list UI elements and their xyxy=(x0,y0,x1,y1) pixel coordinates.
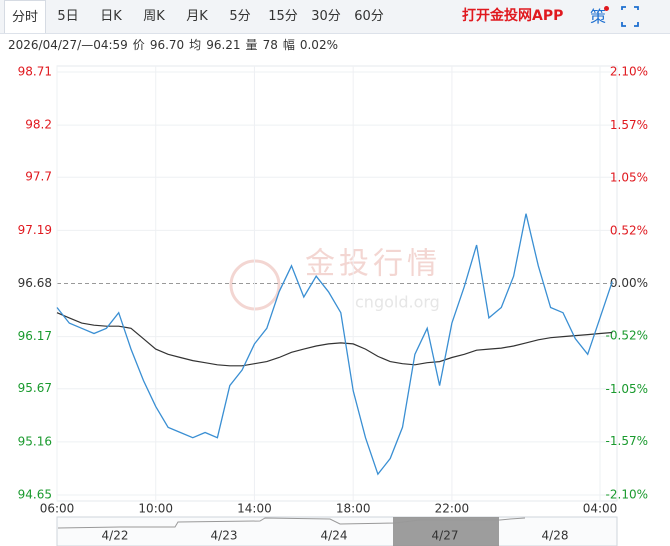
info-item: 96.21 xyxy=(206,38,241,52)
tab[interactable]: 分时 xyxy=(4,0,46,33)
info-item: 78 xyxy=(262,38,278,52)
strategy-button[interactable]: 策 xyxy=(590,7,607,26)
app-link[interactable]: 打开金投网APP xyxy=(462,8,564,24)
tab[interactable]: 30分 xyxy=(311,9,341,24)
toolbar: 分时 5日 日K 周K 月K 5分 15分 30分 60分 xyxy=(0,0,670,34)
navigator-date: 4/24 xyxy=(321,529,348,543)
tab[interactable]: 5分 xyxy=(229,9,251,24)
x-tick-label: 04:00 xyxy=(583,502,618,516)
info-item: 均 xyxy=(189,38,202,52)
navigator-date: 4/22 xyxy=(102,529,129,543)
x-tick-label: 14:00 xyxy=(237,502,272,516)
tab[interactable]: 5日 xyxy=(57,9,79,24)
y2-tick-label: 2.10% xyxy=(610,65,648,79)
info-line: 2026/04/27/—04:59 价 96.70 均 96.21 量 78 幅 0.02% xyxy=(8,36,343,53)
y2-tick-label: 1.05% xyxy=(610,170,648,184)
y-tick-label: 95.16 xyxy=(18,434,52,448)
y2-tick-label: -2.10% xyxy=(606,488,648,502)
navigator-date: 4/23 xyxy=(211,529,238,543)
watermark-brand: 金投行情 xyxy=(305,247,441,282)
notice-dot xyxy=(604,6,609,11)
tab[interactable]: 15分 xyxy=(268,9,298,24)
y2-tick-label: 0.00% xyxy=(610,276,648,290)
navigator-date: 4/27 xyxy=(432,529,459,543)
y-tick-label: 96.68 xyxy=(18,276,52,290)
x-tick-label: 06:00 xyxy=(40,502,75,516)
y-tick-label: 94.65 xyxy=(18,488,52,502)
tab[interactable]: 月K xyxy=(186,9,208,24)
tab[interactable]: 日K xyxy=(100,9,122,24)
series-line xyxy=(56,312,613,367)
info-item: 价 xyxy=(132,38,145,52)
info-item: 2026/04/27/—04:59 xyxy=(8,38,128,52)
y-tick-label: 98.71 xyxy=(18,65,52,79)
series-line xyxy=(56,213,613,476)
y2-tick-label: -1.05% xyxy=(606,382,648,396)
y-tick-label: 97.7 xyxy=(25,170,52,184)
y-tick-label: 96.17 xyxy=(18,329,52,343)
x-tick-label: 10:00 xyxy=(138,502,173,516)
info-item: 0.02% xyxy=(299,38,338,52)
info-item: 96.70 xyxy=(149,38,185,52)
navigator-trend xyxy=(57,517,526,529)
x-tick-label: 18:00 xyxy=(336,502,371,516)
y-tick-label: 97.19 xyxy=(18,223,52,237)
y-tick-label: 95.67 xyxy=(18,381,52,395)
y-tick-label: 98.2 xyxy=(25,118,52,132)
y2-tick-label: 0.52% xyxy=(610,224,648,238)
watermark-site: cngold.org xyxy=(355,293,440,312)
y2-tick-label: 1.57% xyxy=(610,118,648,132)
navigator-date: 4/28 xyxy=(542,529,569,543)
navigator-window xyxy=(393,517,499,546)
y2-tick-label: -1.57% xyxy=(606,434,648,448)
x-tick-label: 22:00 xyxy=(435,502,470,516)
tab[interactable]: 60分 xyxy=(354,9,384,24)
navigator xyxy=(56,516,618,546)
info-item: 幅 xyxy=(282,38,295,52)
y2-tick-label: -0.52% xyxy=(606,328,648,342)
info-item: 量 xyxy=(245,38,258,52)
watermark-logo xyxy=(229,259,281,311)
tab[interactable]: 周K xyxy=(143,9,165,24)
